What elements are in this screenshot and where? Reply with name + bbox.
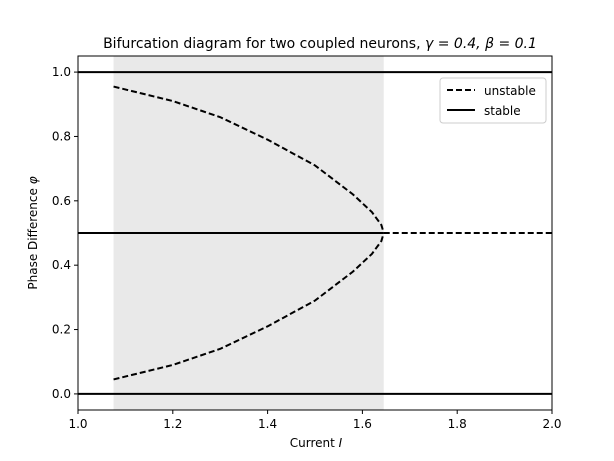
plot-area (78, 56, 552, 410)
unstable-branch-4 (113, 85, 385, 234)
x-tick-label-2: 1.4 (258, 417, 277, 431)
x-tick-label-0: 1.0 (68, 417, 87, 431)
y-axis-label: Phase Difference φ (26, 176, 40, 289)
x-tick-label-4: 1.8 (448, 417, 467, 431)
y-tick-label-5: 1.0 (52, 65, 71, 79)
x-tick-label-5: 2.0 (542, 417, 561, 431)
chart-title: Bifurcation diagram for two coupled neur… (103, 36, 537, 52)
x-tick-label-3: 1.6 (353, 417, 372, 431)
y-tick-label-1: 0.2 (52, 323, 71, 337)
unstable-branch-5 (113, 232, 385, 381)
legend-stable-label: stable (484, 104, 521, 118)
legend-unstable-label: unstable (484, 84, 536, 98)
y-tick-label-4: 0.8 (52, 129, 71, 143)
y-tick-label-0: 0.0 (52, 387, 71, 401)
y-tick-label-3: 0.6 (52, 194, 71, 208)
x-tick-label-1: 1.2 (163, 417, 182, 431)
y-tick-label-2: 0.4 (52, 258, 71, 272)
axes: 1.0 1.2 1.4 1.6 1.8 2.0 0.0 0.2 0.4 0.6 0.8 1.0 (52, 55, 562, 431)
legend: unstable stable (439, 77, 547, 124)
axes-frame (77, 55, 553, 411)
x-axis-label: Current I (290, 436, 343, 450)
